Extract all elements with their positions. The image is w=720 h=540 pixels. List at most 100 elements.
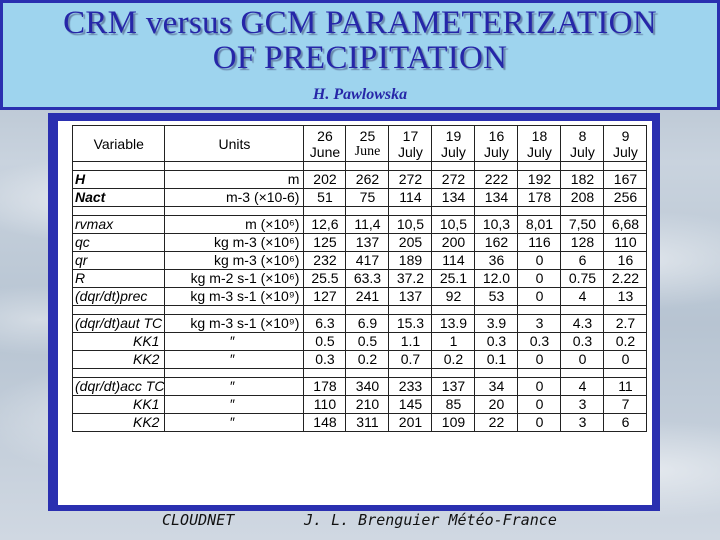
separator-cell [474, 161, 519, 171]
separator-cell [388, 161, 433, 171]
separator-cell [431, 161, 476, 171]
header-date-2: 17 July [388, 125, 433, 162]
value-cell: 114 [431, 251, 476, 270]
units-cell: ″ [164, 350, 305, 369]
table-row: KK2 ″ 148 311 201 109 22 0 3 6 [71, 413, 648, 432]
value-cell: 11,4 [345, 215, 390, 234]
value-cell: 6.3 [303, 314, 347, 333]
units-cell: kg m-3 (×10⁶) [164, 251, 305, 270]
header-date-0: 26 June [303, 125, 347, 162]
variable-cell: qr [71, 251, 166, 270]
value-cell: 0 [560, 350, 605, 369]
value-cell: 0 [517, 269, 562, 288]
footer-project: CLOUDNET [162, 511, 235, 529]
header-date-5: 18 July [517, 125, 562, 162]
header-date-7: 9 July [603, 125, 648, 162]
value-cell: 134 [431, 188, 476, 207]
slide-title: CRM versus GCM PARAMETERIZATION OF PRECI… [0, 6, 720, 76]
separator-cell [164, 206, 305, 216]
value-cell: 178 [303, 377, 347, 396]
separator-cell [388, 305, 433, 315]
value-cell: 0 [603, 350, 648, 369]
value-cell: 6,68 [603, 215, 648, 234]
units-cell: kg m-3 s-1 (×10⁹) [164, 287, 305, 306]
value-cell: 232 [303, 251, 347, 270]
value-cell: 311 [345, 413, 390, 432]
separator-cell [517, 206, 562, 216]
variable-cell: H [71, 170, 166, 189]
separator-cell [603, 305, 648, 315]
separator-cell [560, 305, 605, 315]
separator-cell [345, 368, 390, 378]
value-cell: 10,5 [388, 215, 433, 234]
table-row: qc kg m-3 (×10⁶) 125 137 205 200 162 116 128 110 [71, 233, 648, 252]
value-cell: 167 [603, 170, 648, 189]
value-cell: 137 [388, 287, 433, 306]
header-date-4: 16 July [474, 125, 519, 162]
units-cell: kg m-3 (×10⁶) [164, 233, 305, 252]
separator-cell [345, 305, 390, 315]
units-cell: m [164, 170, 305, 189]
separator-cell [303, 368, 347, 378]
value-cell: 63.3 [345, 269, 390, 288]
value-cell: 25.5 [303, 269, 347, 288]
table-body: Variable Units 26 June 25 June 17 July 19 July 1… [71, 125, 648, 432]
value-cell: 210 [345, 395, 390, 414]
value-cell: 417 [345, 251, 390, 270]
value-cell: 0 [517, 287, 562, 306]
header-variable: Variable [71, 125, 166, 162]
value-cell: 222 [474, 170, 519, 189]
separator-cell [345, 161, 390, 171]
value-cell: 4 [560, 287, 605, 306]
value-cell: 202 [303, 170, 347, 189]
units-cell: kg m-3 s-1 (×10⁹) [164, 314, 305, 333]
value-cell: 16 [603, 251, 648, 270]
table-row: KK1 ″ 0.5 0.5 1.1 1 0.3 0.3 0.3 0.2 [71, 332, 648, 351]
value-cell: 0.3 [474, 332, 519, 351]
units-cell: ″ [164, 332, 305, 351]
table-row: Nact m-3 (×10-6) 51 75 114 134 134 178 208 256 [71, 188, 648, 207]
group-separator [71, 305, 648, 315]
separator-cell [164, 305, 305, 315]
value-cell: 34 [474, 377, 519, 396]
value-cell: 0.5 [303, 332, 347, 351]
value-cell: 3 [517, 314, 562, 333]
value-cell: 127 [303, 287, 347, 306]
value-cell: 145 [388, 395, 433, 414]
variable-cell: KK2 [71, 413, 166, 432]
variable-cell: KK2 [71, 350, 166, 369]
value-cell: 75 [345, 188, 390, 207]
value-cell: 205 [388, 233, 433, 252]
value-cell: 0 [517, 350, 562, 369]
author-name: H. Pawlowska [312, 86, 408, 103]
separator-cell [431, 305, 476, 315]
separator-cell [345, 206, 390, 216]
separator-cell [164, 368, 305, 378]
value-cell: 36 [474, 251, 519, 270]
value-cell: 2.7 [603, 314, 648, 333]
parameterization-table: Variable Units 26 June 25 June 17 July 19 July 1… [71, 125, 648, 432]
value-cell: 110 [603, 233, 648, 252]
units-cell: m-3 (×10-6) [164, 188, 305, 207]
value-cell: 6.9 [345, 314, 390, 333]
value-cell: 0.3 [303, 350, 347, 369]
value-cell: 148 [303, 413, 347, 432]
separator-cell [560, 161, 605, 171]
value-cell: 256 [603, 188, 648, 207]
value-cell: 6 [603, 413, 648, 432]
group-separator [71, 368, 648, 378]
value-cell: 92 [431, 287, 476, 306]
value-cell: 208 [560, 188, 605, 207]
value-cell: 0.2 [431, 350, 476, 369]
value-cell: 1.1 [388, 332, 433, 351]
variable-cell: R [71, 269, 166, 288]
value-cell: 15.3 [388, 314, 433, 333]
value-cell: 13.9 [431, 314, 476, 333]
separator-cell [71, 305, 166, 315]
value-cell: 0 [517, 395, 562, 414]
table-header-row: Variable Units 26 June 25 June 17 July 19 July 1… [71, 125, 648, 162]
value-cell: 110 [303, 395, 347, 414]
table-row: qr kg m-3 (×10⁶) 232 417 189 114 36 0 6 16 [71, 251, 648, 270]
